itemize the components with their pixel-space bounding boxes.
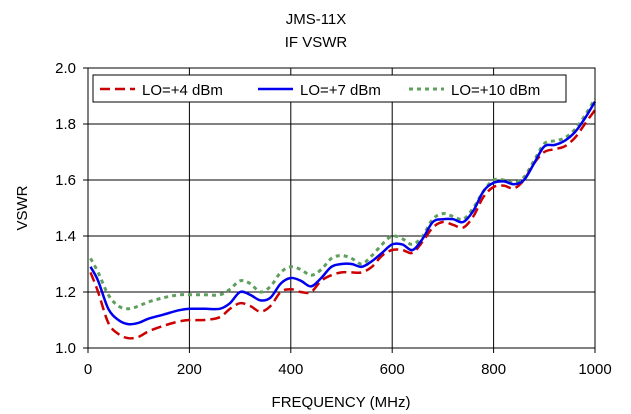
chart-subtitle: IF VSWR [285, 34, 348, 51]
grid-lines [88, 68, 595, 348]
plot-frame [87, 67, 596, 349]
x-axis-ticks: 0 200 400 600 800 1000 [84, 348, 612, 378]
series-line-2 [89, 100, 597, 326]
x-tick-label: 0 [84, 361, 92, 378]
legend-box [92, 74, 567, 103]
x-tick-label: 400 [278, 361, 303, 378]
x-tick-label: 1000 [578, 361, 611, 378]
series-layer [89, 98, 597, 340]
y-tick-label: 1.4 [55, 228, 76, 245]
chart-title: JMS-11X [286, 11, 347, 28]
series-line-3 [89, 98, 597, 311]
legend-label: LO=+4 dBm [142, 82, 223, 99]
legend-label: LO=+10 dBm [451, 82, 540, 99]
x-axis-label: FREQUENCY (MHz) [272, 394, 411, 411]
y-tick-label: 1.8 [55, 116, 76, 133]
y-axis-ticks: 1.0 1.2 1.4 1.6 1.8 2.0 [55, 60, 88, 357]
legend: LO=+4 dBm LO=+7 dBm LO=+10 dBm [92, 74, 567, 103]
legend-label: LO=+7 dBm [300, 82, 381, 99]
x-tick-label: 600 [380, 361, 405, 378]
y-tick-label: 1.0 [55, 340, 76, 357]
y-tick-label: 1.2 [55, 284, 76, 301]
x-tick-label: 800 [481, 361, 506, 378]
plot-area [88, 68, 595, 348]
x-tick-label: 200 [177, 361, 202, 378]
y-tick-label: 2.0 [55, 60, 76, 77]
y-tick-label: 1.6 [55, 172, 76, 189]
y-axis-label: VSWR [14, 185, 31, 230]
series-line-1 [89, 109, 597, 340]
